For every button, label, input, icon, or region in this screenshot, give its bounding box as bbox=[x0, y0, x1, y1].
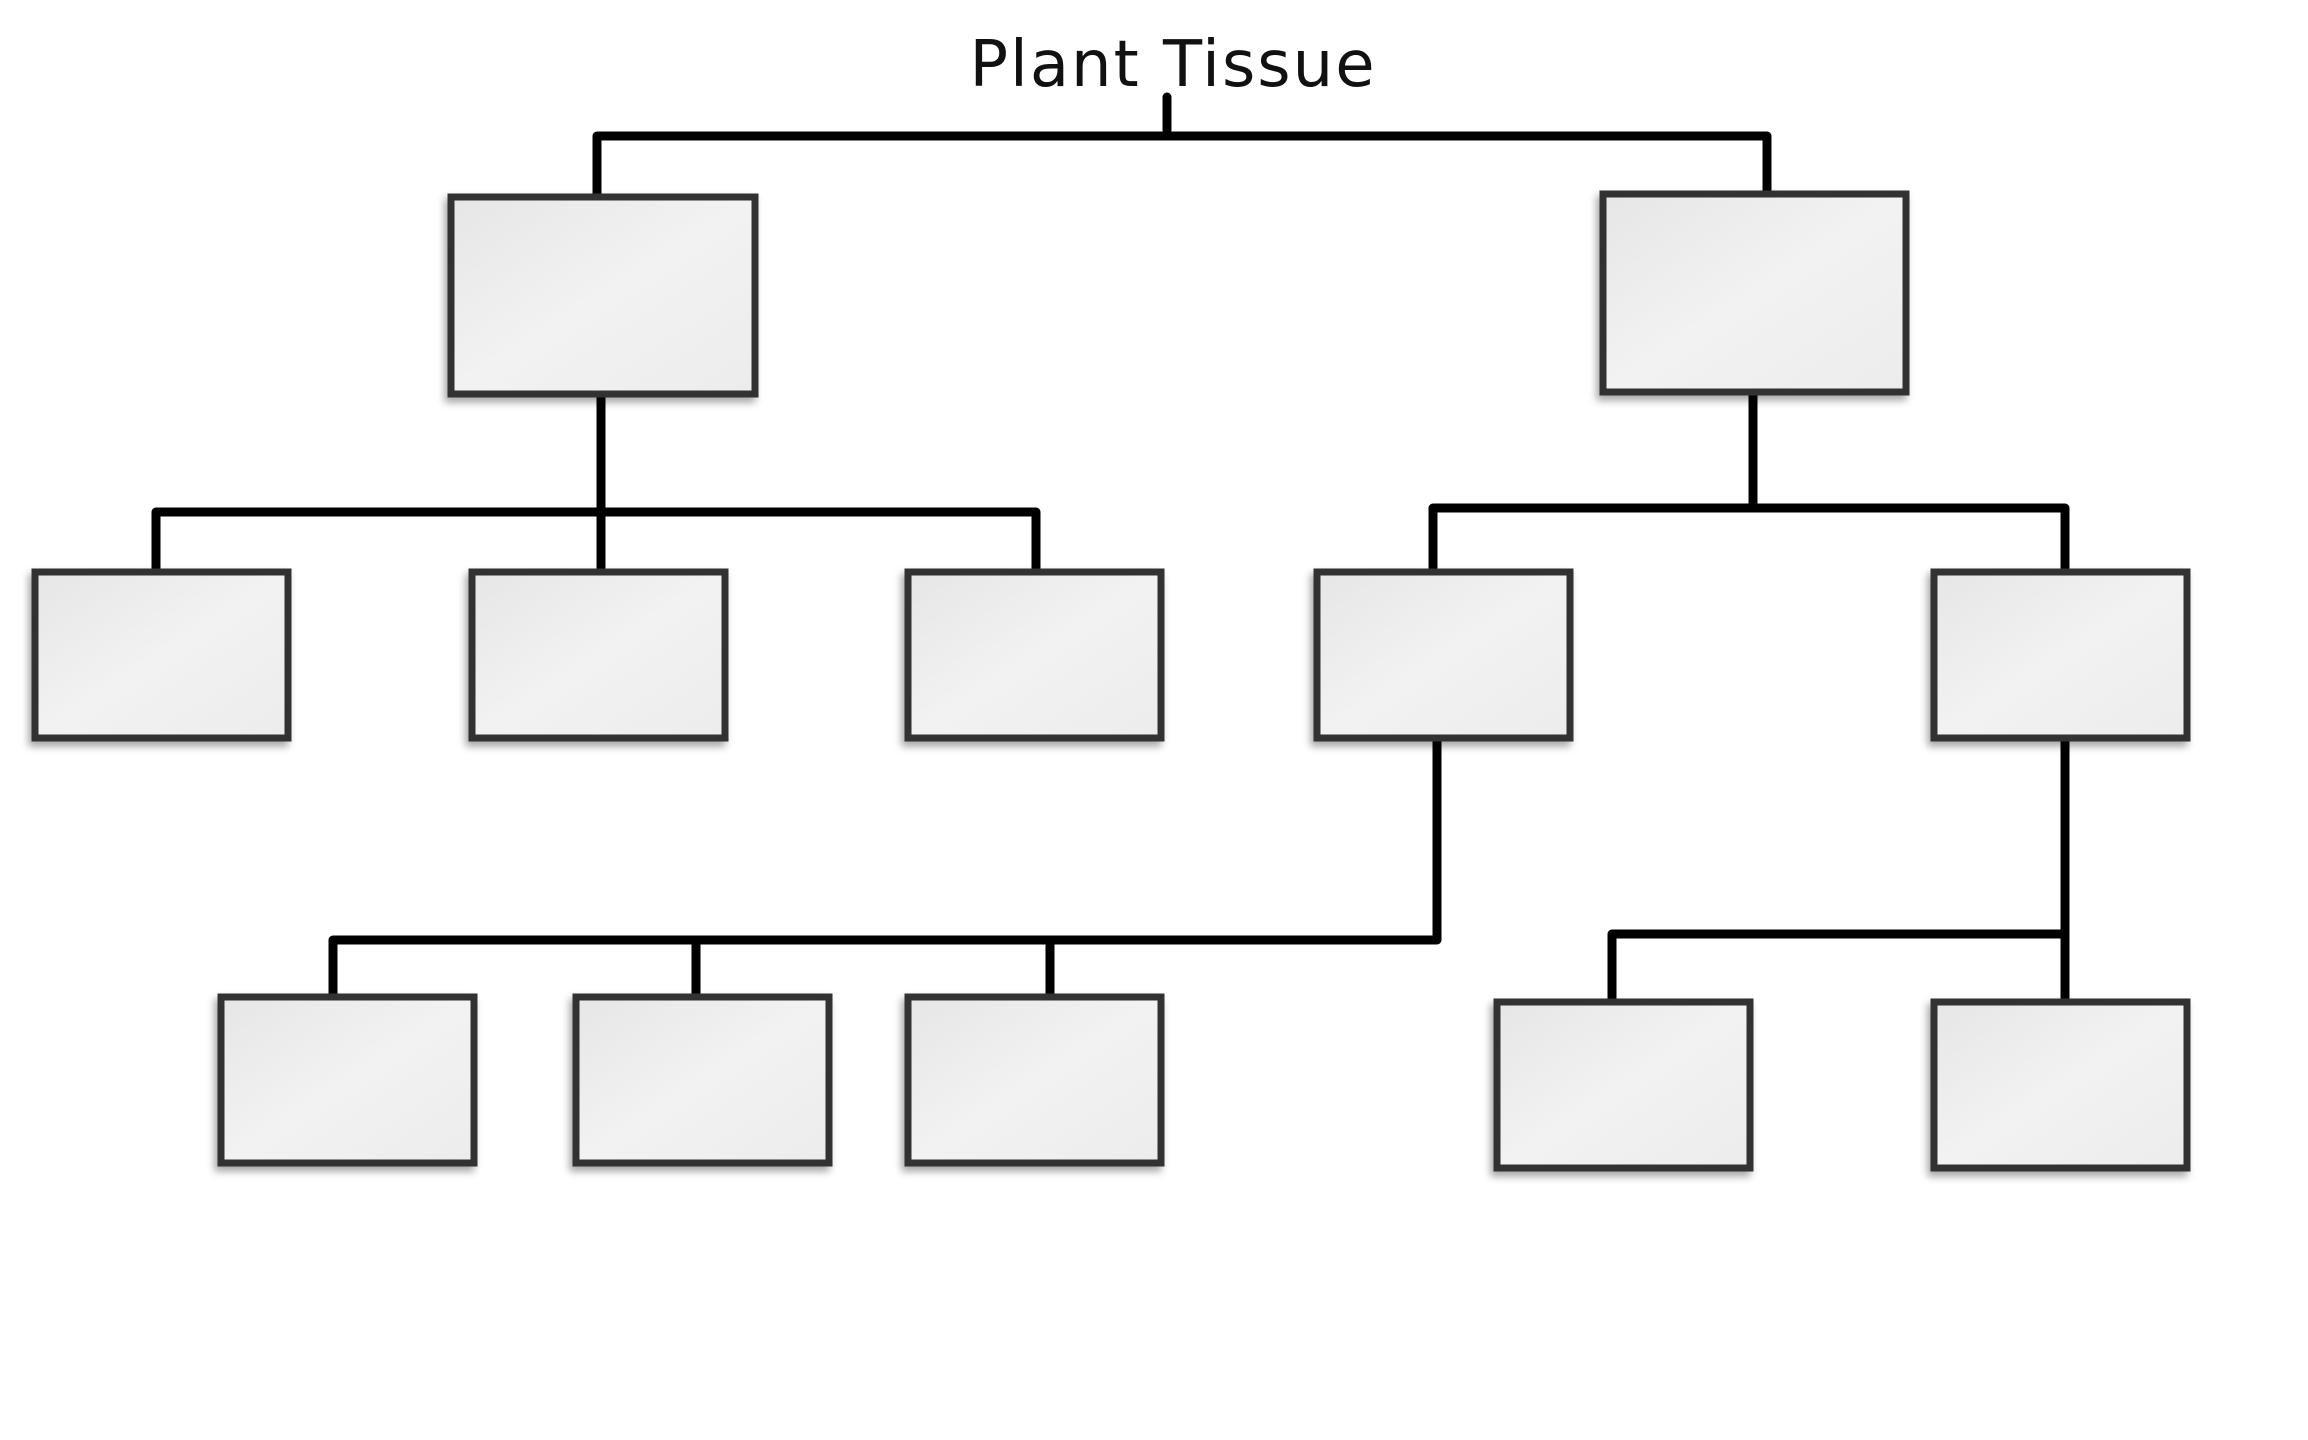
node-level1-right[interactable] bbox=[1599, 190, 1910, 396]
diagram-title: Plant Tissue bbox=[969, 28, 1376, 102]
node-level3-rl-2[interactable] bbox=[572, 993, 833, 1167]
tree-nodes bbox=[31, 190, 2191, 1172]
node-level2-right-1[interactable] bbox=[1313, 568, 1574, 742]
node-level1-left[interactable] bbox=[447, 193, 759, 398]
connector-rr-bar bbox=[1607, 929, 2070, 1003]
node-level3-rl-1[interactable] bbox=[217, 993, 478, 1167]
node-level2-left-1[interactable] bbox=[31, 568, 292, 742]
connector-left-bar bbox=[151, 507, 1041, 575]
node-level2-right-2[interactable] bbox=[1930, 568, 2191, 742]
node-level3-rr-1[interactable] bbox=[1493, 998, 1754, 1172]
node-level3-rl-3[interactable] bbox=[904, 993, 1165, 1167]
connector-right-bar bbox=[1428, 503, 2070, 575]
node-level2-left-2[interactable] bbox=[468, 568, 729, 742]
connector-lines bbox=[151, 92, 2070, 1003]
node-level3-rr-2[interactable] bbox=[1930, 998, 2191, 1172]
connector-root-bar bbox=[592, 131, 1772, 200]
node-level2-left-3[interactable] bbox=[904, 568, 1165, 742]
connector-rl-stem bbox=[328, 735, 1442, 1000]
